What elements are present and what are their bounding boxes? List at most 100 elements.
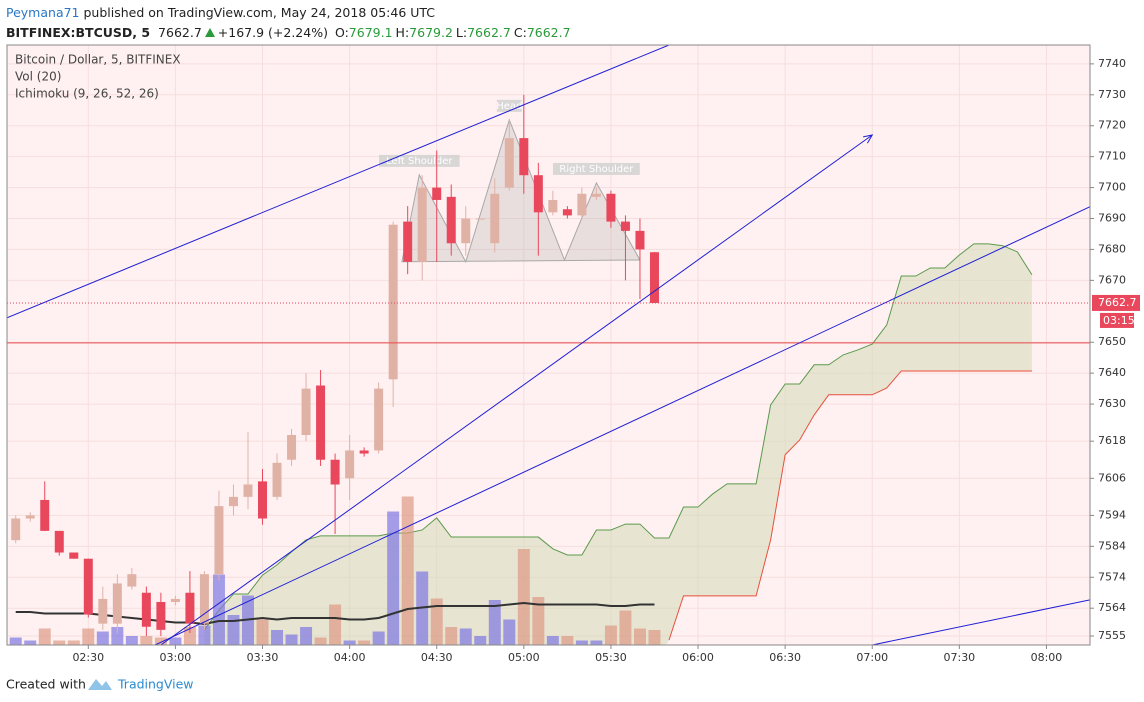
volume-bar (285, 634, 298, 645)
candle-body (504, 138, 514, 188)
candle-body (403, 221, 413, 262)
volume-bar (314, 637, 327, 645)
trend-line (154, 206, 1090, 645)
volume-bar (154, 637, 167, 645)
x-tick-label: 07:30 (943, 651, 975, 664)
candle-body (316, 385, 326, 460)
candle-body (519, 138, 529, 176)
countdown-label: 03:15 (1103, 314, 1135, 327)
candle-body (11, 518, 21, 541)
y-tick-label: 7594 (1098, 508, 1126, 521)
candle-body (228, 496, 238, 507)
candle-body (40, 499, 50, 531)
volume-bar (140, 636, 153, 645)
volume-bar (256, 619, 269, 645)
candle-body (243, 484, 253, 497)
y-tick-label: 7720 (1098, 119, 1126, 132)
candle-body (199, 574, 209, 624)
volume-bar (67, 640, 80, 645)
publisher[interactable]: Peymana71 (6, 5, 80, 20)
pattern-label: Right Shoulder (559, 164, 634, 175)
candle-body (417, 187, 427, 262)
candle-body (69, 552, 79, 559)
volume-bar (212, 574, 225, 645)
x-tick-label: 06:00 (682, 651, 714, 664)
candle-body (490, 193, 500, 244)
trend-line (160, 135, 872, 645)
y-tick-label: 7640 (1098, 366, 1126, 379)
volume-bar (38, 628, 51, 645)
pattern-label-bg (496, 99, 522, 112)
x-tick-label: 04:00 (334, 651, 366, 664)
y-tick-label: 7574 (1098, 570, 1126, 583)
volume-bar (488, 600, 501, 645)
plot-border (6, 44, 1091, 646)
candle-body (446, 196, 456, 244)
candle-body (330, 459, 340, 485)
volume-bar (82, 628, 95, 645)
pattern-label: Head (496, 101, 522, 112)
candle-body (432, 187, 442, 200)
volume-bar (53, 640, 66, 645)
ohlc-value: 7679.1 (348, 25, 393, 40)
volume-bar (372, 631, 385, 645)
legend-symbol: Bitcoin / Dollar, 5, BITFINEX (15, 53, 181, 67)
volume-bar (474, 636, 487, 645)
candle-body (562, 209, 572, 216)
y-tick-label: 7710 (1098, 150, 1126, 163)
candle-body (374, 388, 384, 451)
candle-body (620, 221, 630, 231)
volume-bar (183, 627, 196, 645)
candle-body (635, 230, 645, 250)
volume-bar (633, 628, 646, 645)
volume-bar (517, 549, 530, 645)
footer-created: Created with (6, 677, 86, 692)
volume-bar (430, 598, 443, 645)
ohlc-label: H: (395, 25, 410, 40)
x-tick-label: 07:00 (856, 651, 888, 664)
candle-body (287, 435, 297, 460)
volume-bar (300, 627, 313, 645)
last-price-label: 7662.7 (1098, 296, 1137, 309)
volume-bar (619, 610, 632, 645)
candle-body (548, 199, 558, 213)
volume-bar (459, 628, 472, 645)
y-tick-label: 7740 (1098, 57, 1126, 70)
x-tick-label: 06:30 (769, 651, 801, 664)
candle-body (461, 218, 471, 244)
x-tick-label: 03:30 (247, 651, 279, 664)
candle-body (98, 598, 108, 624)
volume-bar (9, 637, 22, 645)
candle-body (272, 462, 282, 497)
y-tick-label: 7670 (1098, 273, 1126, 286)
ohlc-label: L: (455, 25, 468, 40)
volume-bar (575, 640, 588, 645)
legend-volume: Vol (20) (15, 70, 61, 84)
candle-body (345, 450, 355, 479)
x-tick-label: 03:00 (160, 651, 192, 664)
x-tick-label: 04:30 (421, 651, 453, 664)
volume-bar (111, 627, 124, 645)
candle-body (112, 583, 122, 624)
footer-brand[interactable]: TradingView (117, 677, 194, 692)
span-b (668, 370, 1032, 641)
ohlc-label: O: (334, 25, 349, 40)
last-price-box (1092, 294, 1140, 311)
candle-body (170, 598, 180, 603)
change: +167.9 (+2.24%) (217, 25, 328, 40)
volume-bar (590, 640, 603, 645)
y-tick-label: 7650 (1098, 335, 1126, 348)
volume-bar (561, 636, 574, 645)
volume-bar (227, 615, 240, 645)
y-tick-label: 7690 (1098, 212, 1126, 225)
volume-bar (329, 604, 342, 645)
candle-body (185, 592, 195, 624)
volume-bar (445, 627, 458, 645)
trend-line (7, 45, 670, 319)
volume-bar (358, 640, 371, 645)
volume-bar (271, 630, 284, 645)
legend-ichimoku: Ichimoku (9, 26, 52, 26) (15, 87, 159, 101)
volume-bar (343, 640, 356, 645)
